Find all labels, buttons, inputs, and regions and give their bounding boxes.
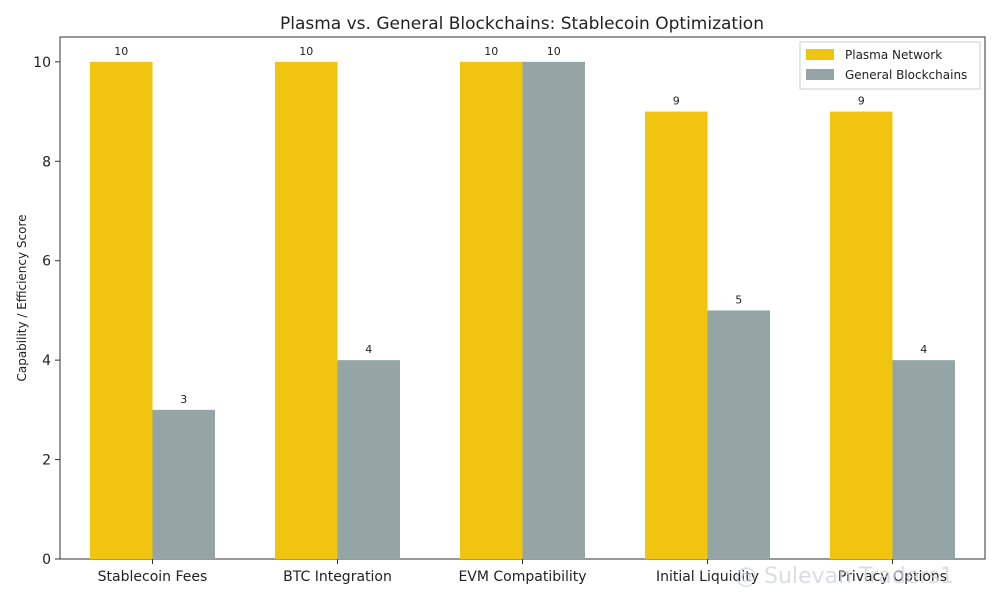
legend-swatch-plasma bbox=[806, 49, 834, 60]
bar-general-0 bbox=[152, 409, 215, 559]
legend-label: General Blockchains bbox=[845, 68, 967, 82]
axis-ticks: Stablecoin Fees BTC Integration EVM Compat… bbox=[33, 55, 947, 585]
data-label: 10 bbox=[484, 45, 498, 58]
bar-plasma-1 bbox=[275, 61, 338, 559]
x-tick-label: EVM Compatibility bbox=[458, 569, 586, 585]
x-tick-label: Stablecoin Fees bbox=[98, 569, 208, 585]
data-label: 5 bbox=[735, 293, 742, 306]
watermark: @ Sulevan Traders1 bbox=[735, 564, 954, 589]
bar-general-4 bbox=[892, 360, 955, 559]
bar-plasma-0 bbox=[90, 61, 153, 559]
y-tick-label: 8 bbox=[42, 154, 51, 170]
x-tick-label: Privacy Options bbox=[838, 569, 947, 585]
y-tick-label: 6 bbox=[42, 254, 51, 270]
x-tick-label: BTC Integration bbox=[283, 569, 392, 585]
bar-plasma-2 bbox=[460, 61, 523, 559]
y-axis-label: Capability / Efficiency Score bbox=[15, 214, 29, 381]
y-tick-label: 2 bbox=[42, 453, 51, 469]
bar-plasma-3 bbox=[645, 111, 708, 560]
x-tick-label: Initial Liquidity bbox=[656, 569, 759, 585]
legend: Plasma Network General Blockchains bbox=[799, 41, 981, 90]
data-label: 10 bbox=[114, 45, 128, 58]
bars-layer: 10 3 10 4 10 10 9 5 9 4 bbox=[90, 45, 955, 560]
data-label: 9 bbox=[673, 95, 680, 108]
y-tick-label: 10 bbox=[33, 55, 51, 71]
chart-title: Plasma vs. General Blockchains: Stableco… bbox=[280, 14, 764, 34]
bar-plasma-4 bbox=[830, 111, 893, 560]
bar-general-1 bbox=[337, 360, 400, 559]
data-label: 3 bbox=[180, 393, 187, 406]
y-tick-label: 4 bbox=[42, 353, 51, 369]
data-label: 4 bbox=[920, 343, 927, 356]
data-label: 10 bbox=[299, 45, 313, 58]
y-tick-label: 0 bbox=[42, 552, 51, 568]
bar-general-3 bbox=[707, 310, 770, 559]
bar-general-2 bbox=[522, 61, 585, 559]
data-label: 9 bbox=[858, 95, 865, 108]
data-label: 4 bbox=[365, 343, 372, 356]
data-label: 10 bbox=[547, 45, 561, 58]
legend-label: Plasma Network bbox=[845, 48, 942, 62]
legend-swatch-general bbox=[806, 69, 834, 80]
